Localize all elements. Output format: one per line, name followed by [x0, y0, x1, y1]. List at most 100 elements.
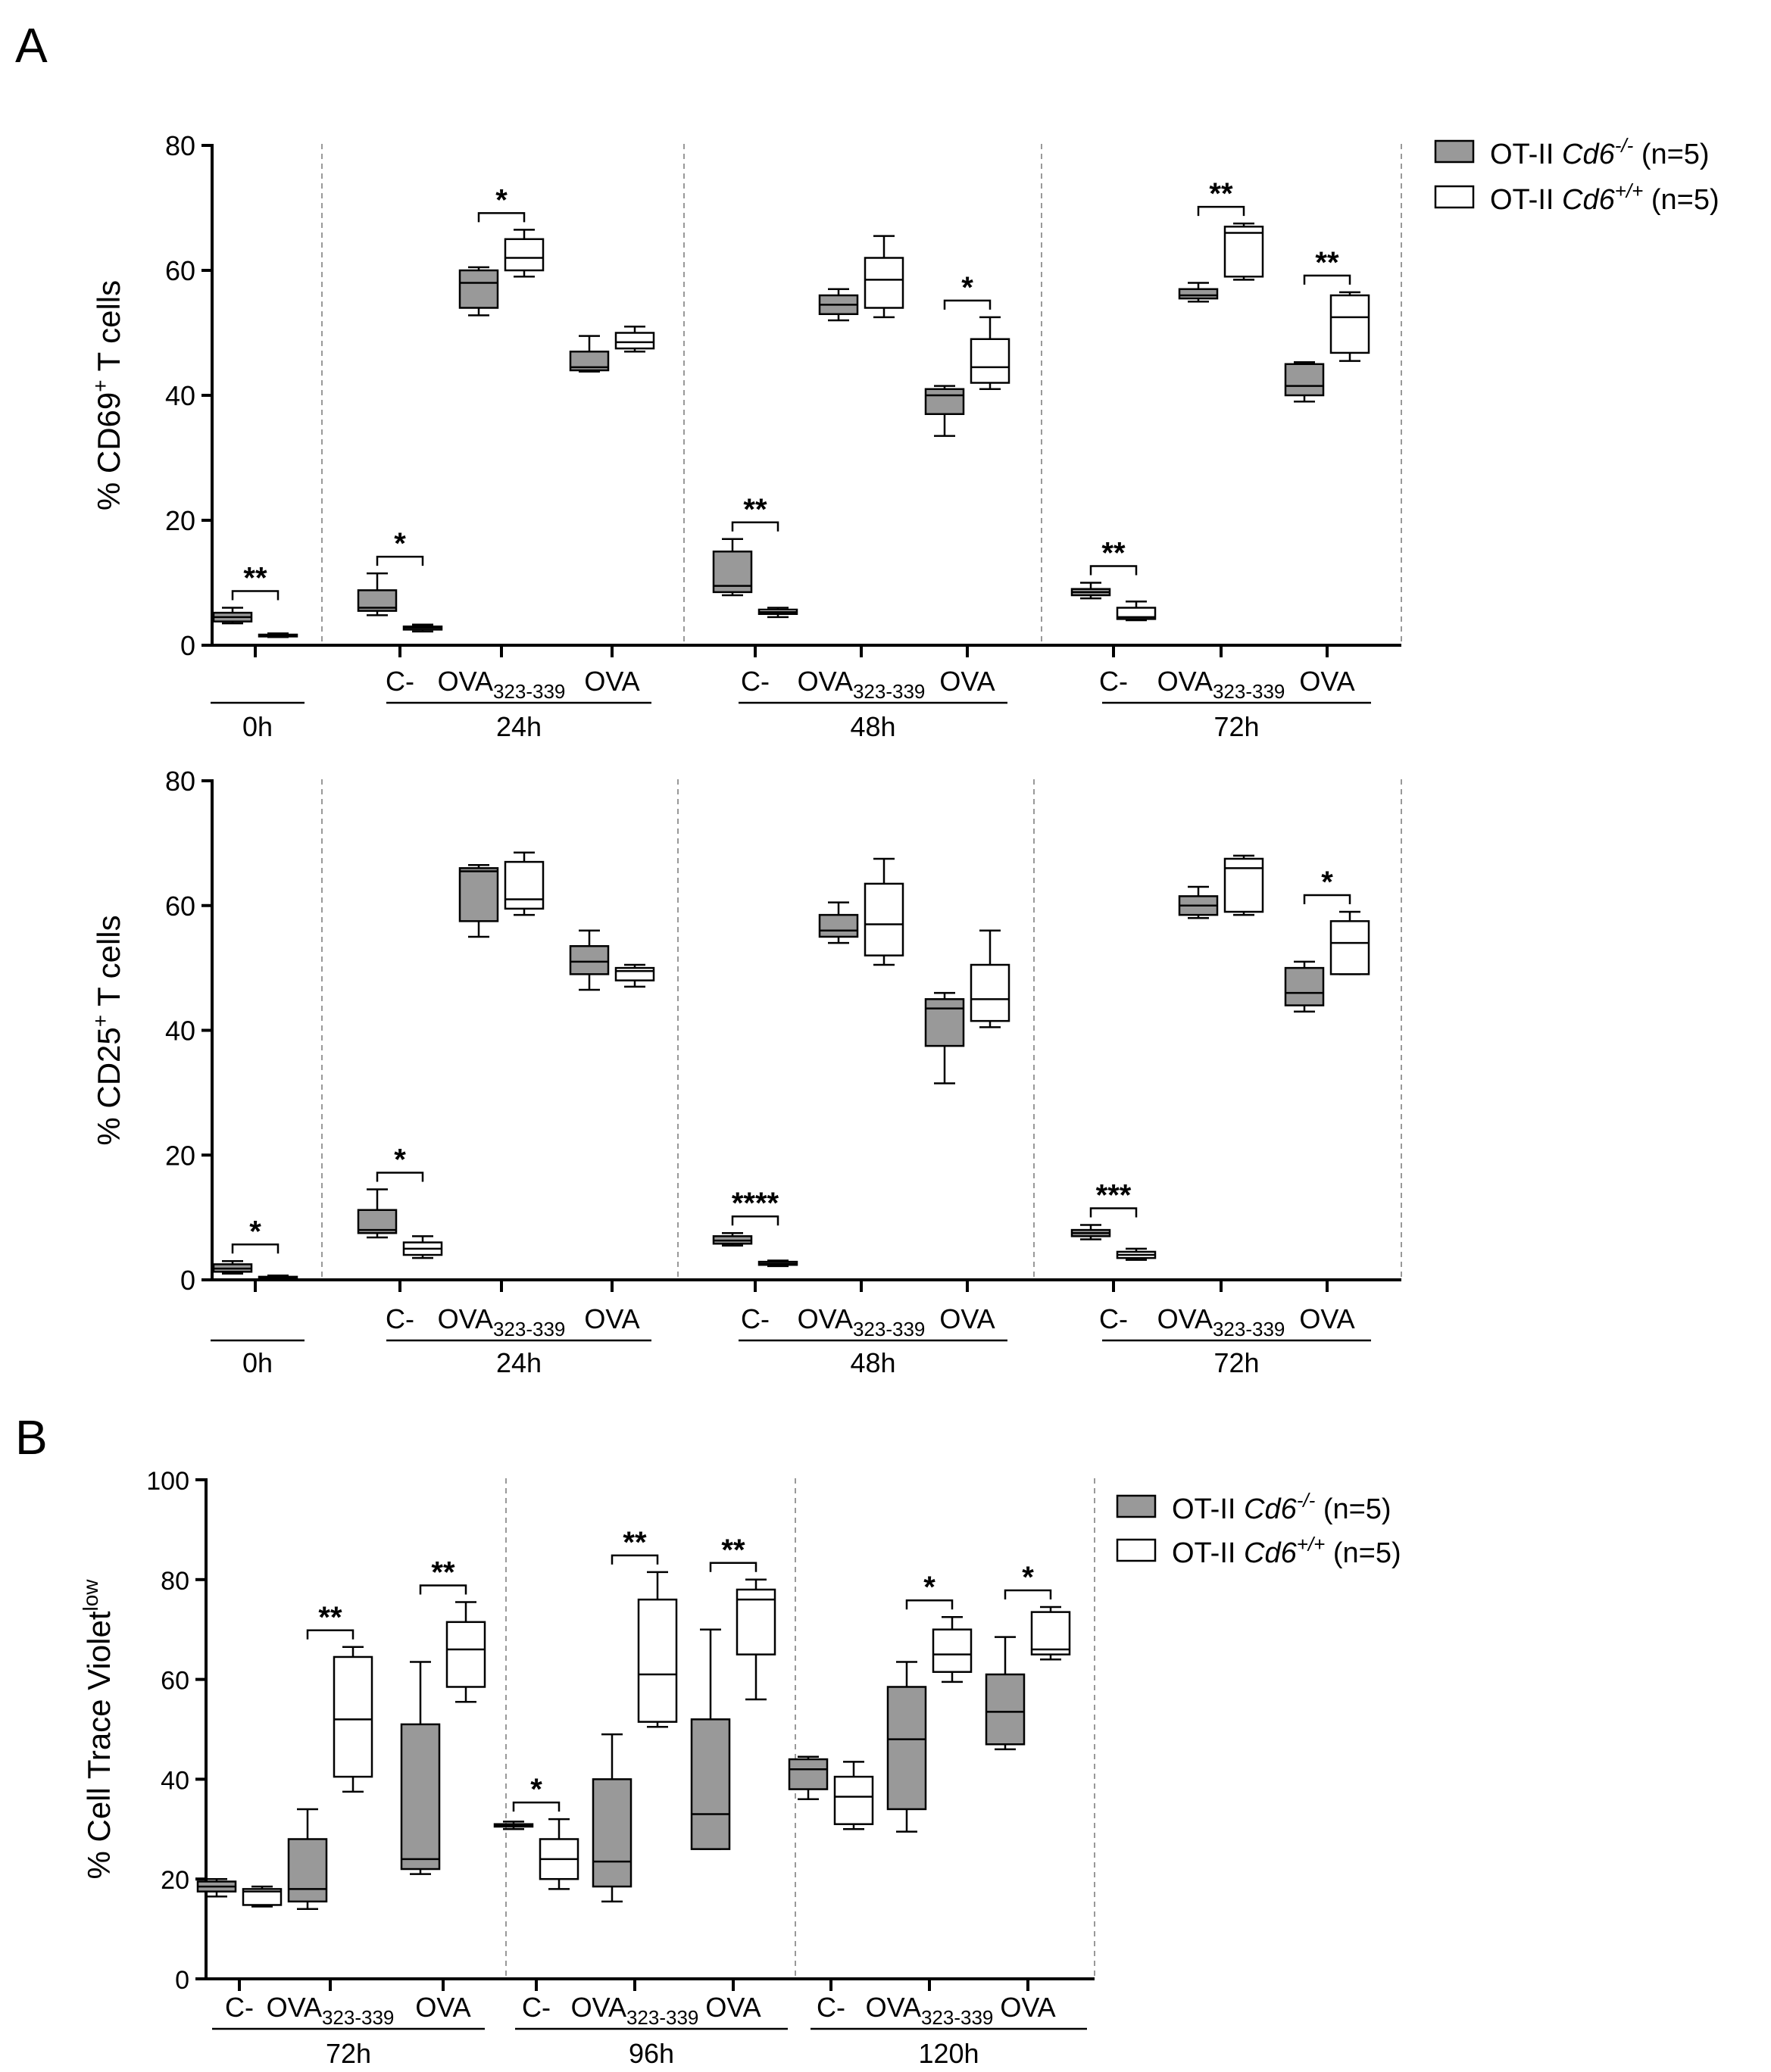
significance-stars: **	[318, 1601, 342, 1634]
category-label-name: C-	[386, 1303, 414, 1334]
category-label: OVA323-339	[1157, 666, 1285, 703]
significance-stars: **	[243, 562, 267, 595]
category-label: OVA323-339	[798, 1303, 926, 1340]
box-wt	[333, 1646, 373, 1793]
box-ko	[458, 266, 499, 317]
box-iqr	[924, 388, 965, 415]
box-iqr	[970, 963, 1010, 1022]
category-label: C-	[741, 666, 770, 697]
legend-prefix: OT-II	[1172, 1537, 1244, 1569]
box-ko	[400, 1661, 441, 1875]
y-axis-label-tail: T cells	[91, 280, 126, 380]
significance-bracket	[943, 299, 992, 310]
box-wt	[1223, 222, 1264, 281]
category-label-name: C-	[522, 1992, 551, 2023]
box-iqr	[614, 332, 655, 350]
box-iqr	[445, 1621, 486, 1688]
box-iqr	[1329, 294, 1370, 354]
box-ko	[357, 1188, 398, 1239]
category-label-name: C-	[817, 1992, 845, 2023]
y-axis-label-tail: T cells	[91, 915, 126, 1015]
category-label-name: OVA	[584, 1303, 639, 1334]
group-label: 24h	[496, 711, 542, 742]
box-iqr	[242, 1888, 283, 1906]
legend-superscript: -/-	[1615, 134, 1634, 157]
significance-bracket	[376, 1172, 424, 1182]
y-tick-label: 20	[165, 1140, 195, 1171]
y-axis-label-sup: low	[79, 1579, 102, 1612]
category-label: OVA323-339	[438, 666, 566, 703]
box-ko	[569, 335, 610, 373]
chart-panel-3: 0 20 40 60 80 100 % Cell Trace Violetlow 72h C- O…	[79, 1467, 1095, 2069]
significance-bracket	[1303, 894, 1351, 904]
y-axis-label: % Cell Trace Violetlow	[79, 1579, 117, 1880]
category-label-sub: 323-339	[853, 1318, 925, 1340]
category-label-sub: 323-339	[1213, 1318, 1285, 1340]
significance-stars: ***	[1096, 1179, 1132, 1212]
significance-bracket	[731, 1215, 779, 1226]
category-label-name: OVA	[1157, 1303, 1213, 1334]
box-ko	[1178, 282, 1219, 303]
y-axis-label-main: % Cell Trace Violet	[81, 1611, 117, 1879]
box-wt	[757, 607, 798, 619]
significance-stars: *	[249, 1215, 261, 1248]
category-label-name: OVA	[798, 666, 853, 697]
category-label-sub: 323-339	[853, 680, 925, 703]
box-iqr	[886, 1686, 927, 1811]
box-iqr	[458, 269, 499, 309]
y-tick-label: 20	[165, 505, 195, 536]
box-iqr	[400, 1723, 441, 1871]
box-ko	[1070, 1224, 1111, 1240]
legend-text-wt: OT-II Cd6+/+ (n=5)	[1490, 179, 1719, 216]
category-label: OVA	[1299, 1303, 1354, 1334]
box-wt	[932, 1615, 973, 1684]
y-tick-label: 80	[165, 130, 195, 161]
category-label: C-	[386, 1303, 414, 1334]
box-ko	[458, 863, 499, 938]
significance-stars: ****	[732, 1187, 779, 1220]
legend-prefix: OT-II	[1172, 1493, 1244, 1525]
panel-label-b: B	[15, 1410, 48, 1465]
box-wt	[504, 851, 545, 916]
category-label-name: OVA	[267, 1992, 322, 2023]
category-label: C-	[741, 1303, 770, 1334]
significance-stars: *	[394, 1144, 406, 1177]
box-wt	[970, 316, 1010, 390]
group-label: 48h	[850, 1347, 895, 1378]
y-tick-label: 60	[165, 891, 195, 922]
box-iqr	[1223, 226, 1264, 278]
box-ko	[818, 901, 859, 944]
legend-swatch-ko	[1116, 1494, 1157, 1518]
box-wt	[1329, 291, 1370, 362]
box-iqr	[458, 867, 499, 922]
category-label: OVA323-339	[571, 1992, 699, 2029]
legend-b-ko: OT-II Cd6-/- (n=5)	[1116, 1489, 1392, 1525]
significance-bracket	[1303, 274, 1351, 285]
box-ko	[493, 1821, 534, 1830]
significance-stars: **	[623, 1526, 647, 1559]
box-ko	[1284, 960, 1325, 1013]
box-iqr	[818, 913, 859, 938]
significance-stars: *	[923, 1571, 935, 1604]
box-iqr	[1223, 857, 1264, 913]
box-wt	[864, 235, 904, 319]
significance-bracket	[1004, 1589, 1052, 1600]
category-label: OVA	[1000, 1992, 1055, 2023]
box-wt	[637, 1571, 678, 1728]
box-ko	[818, 288, 859, 322]
box-iqr	[924, 998, 965, 1047]
significance-bracket	[709, 1562, 757, 1572]
box-wt	[258, 1274, 298, 1280]
category-label-name: C-	[386, 666, 414, 697]
box-ko	[924, 991, 965, 1084]
y-tick-label: 80	[165, 766, 195, 797]
category-label: OVA	[939, 666, 995, 697]
box-ko	[1178, 885, 1219, 919]
box-iqr	[333, 1655, 373, 1778]
y-axis-label: % CD25+ T cells	[89, 915, 126, 1145]
category-label: OVA	[415, 1992, 470, 2023]
category-label: C-	[817, 1992, 845, 2023]
y-axis-label-sup: +	[89, 379, 112, 392]
significance-bracket	[611, 1554, 659, 1565]
